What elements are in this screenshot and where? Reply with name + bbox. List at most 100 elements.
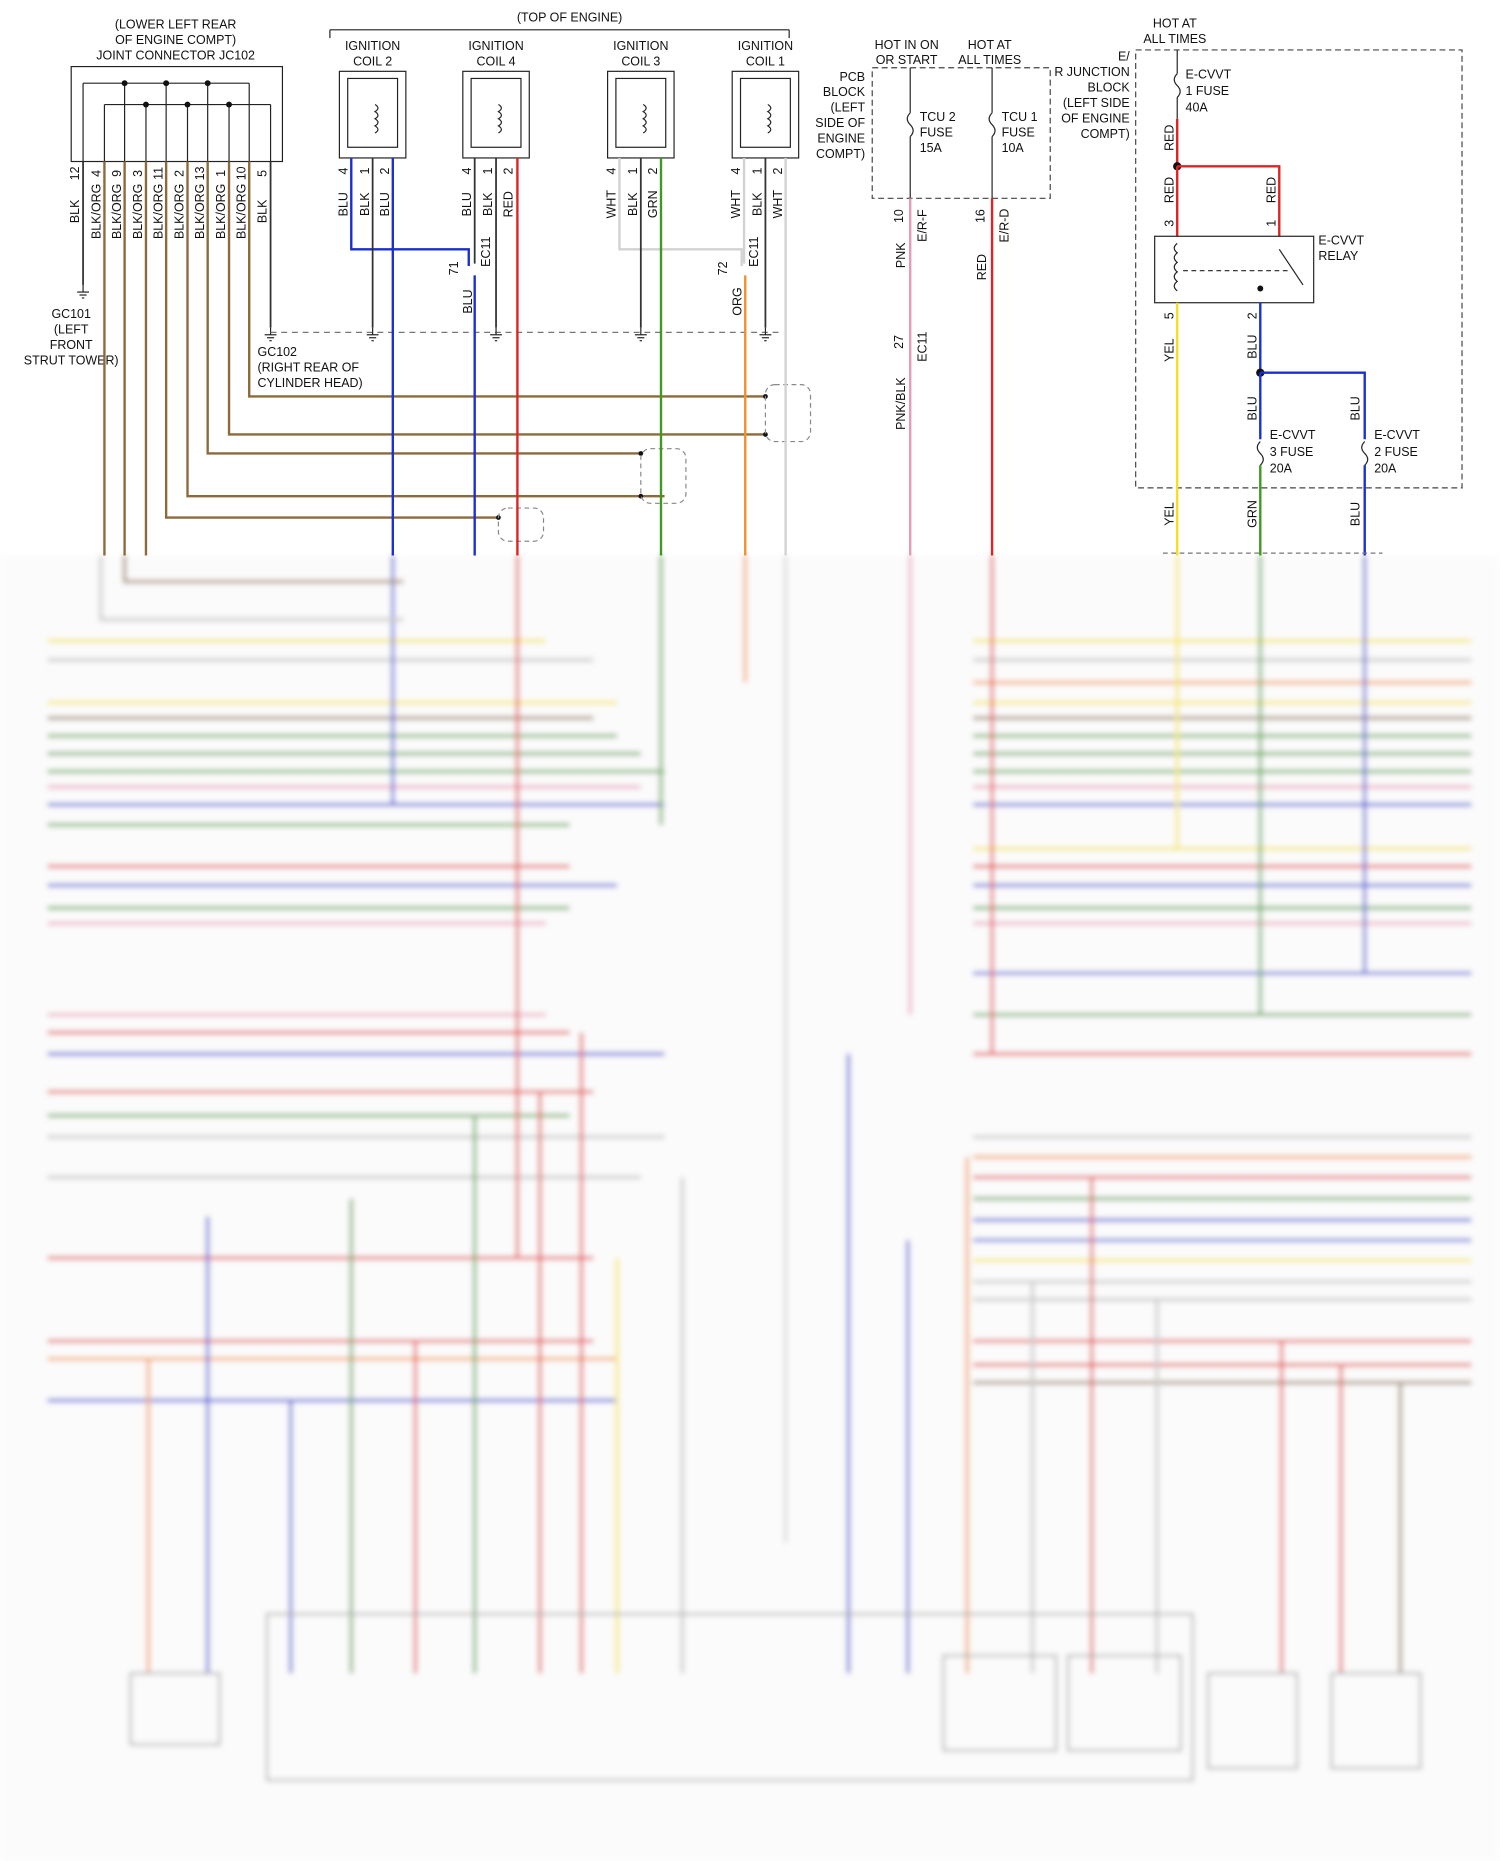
label: E-CVVT (1270, 428, 1316, 442)
wire-color: WHT (729, 190, 743, 219)
label: TCU 1 (1002, 110, 1038, 124)
label: HOT AT (1153, 16, 1197, 30)
label: 20A (1374, 461, 1397, 475)
label: 10A (1002, 141, 1025, 155)
wire-color: WHT (605, 190, 619, 219)
fuse (1361, 441, 1369, 466)
label: RED (1162, 177, 1176, 203)
coil-winding (766, 104, 772, 134)
pin-number: 1 (358, 167, 372, 174)
wire (164, 161, 499, 519)
label: STRUT TOWER) (24, 353, 119, 367)
label: COIL 3 (621, 54, 660, 68)
label: BLOCK (823, 85, 866, 99)
label: PCB (840, 70, 866, 84)
label: 20A (1270, 461, 1293, 475)
coil-inner (615, 77, 667, 148)
label: COMPT) (816, 147, 865, 161)
pcb-block (871, 67, 1051, 199)
wire-color: BLU (460, 192, 474, 216)
label: 2 FUSE (1374, 445, 1418, 459)
wire-color: BLU (336, 192, 350, 216)
splice (1257, 285, 1264, 292)
label: COIL 1 (746, 54, 785, 68)
pin-number: 2 (771, 167, 785, 174)
pin-number: 9 (110, 170, 124, 177)
pin-number: 5 (256, 170, 270, 177)
label: OF ENGINE (1061, 111, 1130, 125)
label: TCU 2 (920, 110, 956, 124)
wire-color: WHT (771, 190, 785, 219)
label: 1 (1264, 220, 1278, 227)
label: JOINT CONNECTOR JC102 (96, 48, 255, 62)
relay-box (1154, 235, 1315, 304)
component (942, 1654, 1058, 1752)
label: COMPT) (1081, 127, 1130, 141)
component (1066, 1654, 1182, 1752)
fuse (988, 112, 996, 138)
label: E-CVVT (1318, 234, 1364, 248)
pin-number: 2 (173, 170, 187, 177)
wire (248, 161, 766, 398)
label: PNK (894, 242, 908, 268)
pin-number: 1 (626, 167, 640, 174)
label: ORG (730, 287, 744, 315)
label: 3 (1162, 220, 1176, 227)
pin-number: 2 (646, 167, 660, 174)
fuse (1173, 73, 1181, 98)
connector-box (70, 65, 284, 163)
label: BLOCK (1088, 80, 1131, 94)
component (129, 1672, 221, 1746)
label: IGNITION (345, 39, 400, 53)
label: FUSE (920, 126, 953, 140)
coil-inner (470, 77, 522, 148)
label: 5 (1162, 312, 1176, 319)
label: 72 (716, 261, 730, 275)
wire (99, 555, 404, 622)
label: CYLINDER HEAD) (258, 376, 363, 390)
label: (LEFT (831, 101, 866, 115)
splice (204, 80, 211, 87)
fuse (906, 112, 914, 138)
wire (186, 161, 665, 498)
wire-color: BLK/ORG (110, 184, 124, 239)
pin-number: 11 (151, 167, 165, 180)
coil-box (462, 70, 530, 159)
label: (RIGHT REAR OF (258, 361, 360, 375)
label: E/ (1118, 50, 1130, 64)
label: FRONT (50, 338, 93, 352)
junction-block (1135, 49, 1463, 489)
label: (TOP OF ENGINE) (517, 10, 622, 24)
label: E/R-D (997, 209, 1011, 243)
label: PNK/BLK (894, 377, 908, 430)
label: EC11 (479, 237, 493, 267)
relay-coil (1173, 242, 1179, 292)
label: 40A (1186, 101, 1209, 115)
pin-number: 4 (605, 167, 619, 174)
coil-inner (739, 77, 791, 148)
wire-color: BLK/ORG (234, 184, 248, 239)
pin-number: 4 (729, 167, 743, 174)
label: 27 (892, 335, 906, 349)
wire-color: BLK/ORG (151, 184, 165, 239)
label: YEL (1162, 502, 1176, 526)
wire (122, 555, 404, 584)
wire-color: BLU (378, 192, 392, 216)
label: ALL TIMES (958, 53, 1021, 67)
label: HOT AT (968, 38, 1012, 52)
label: IGNITION (468, 39, 523, 53)
wire-color: BLK/ORG (173, 184, 187, 239)
pin-number: 1 (214, 170, 228, 177)
label: RELAY (1318, 249, 1359, 263)
label: RED (1162, 125, 1176, 151)
splice (142, 101, 149, 108)
splice (638, 451, 644, 456)
label: R JUNCTION (1054, 65, 1129, 79)
coil-winding (642, 104, 647, 134)
label: OF ENGINE COMPT) (115, 33, 236, 47)
shield (640, 448, 687, 504)
pin-number: 4 (460, 167, 474, 174)
label: GC101 (51, 307, 91, 321)
label: (LEFT (54, 323, 89, 337)
